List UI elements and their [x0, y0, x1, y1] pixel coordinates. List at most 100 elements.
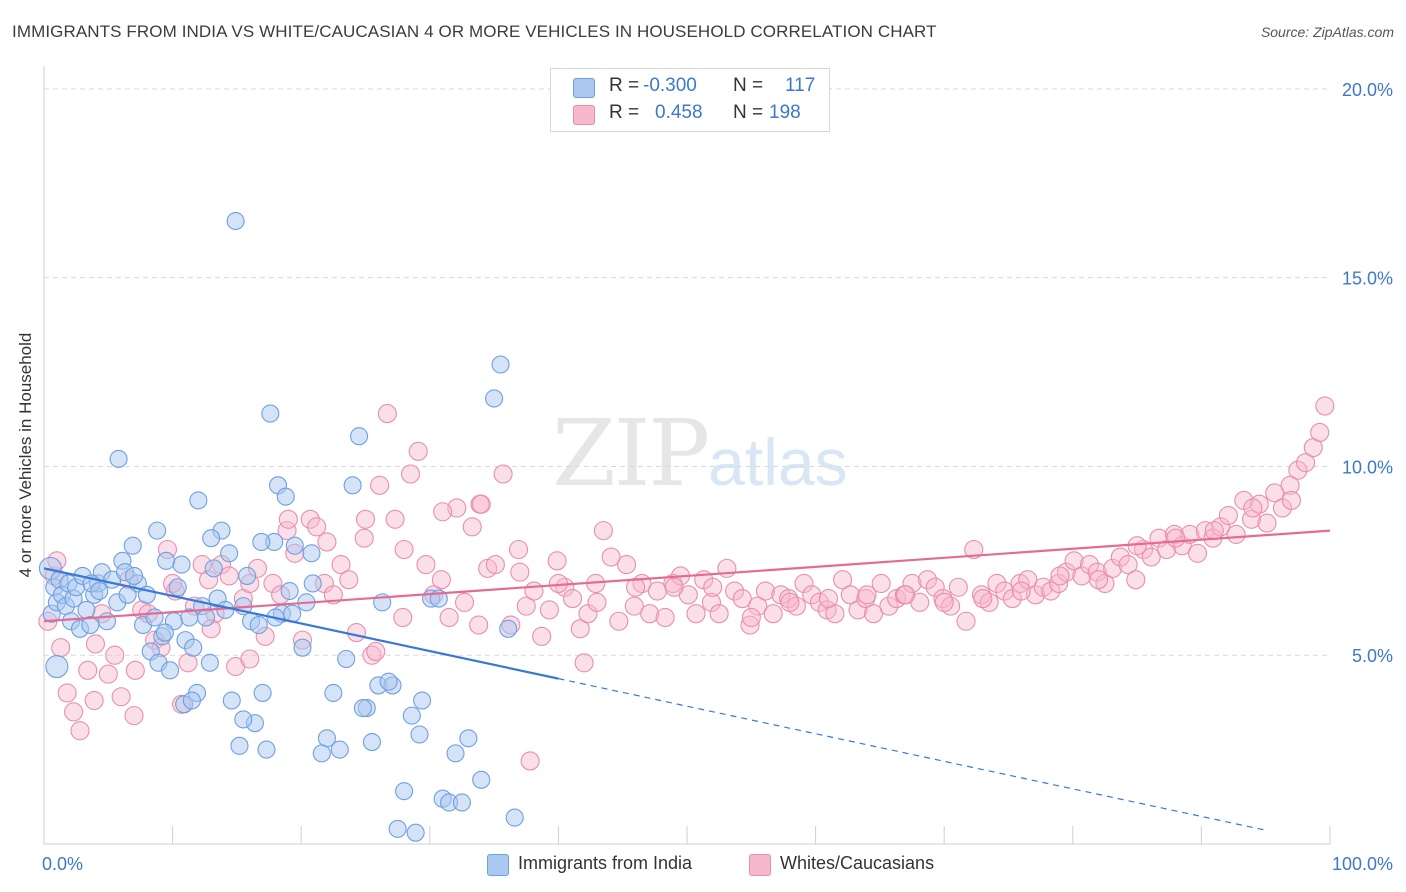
white-data-point: [1103, 558, 1123, 578]
india-data-point: [253, 683, 272, 703]
y-tick-label: 10.0%: [1342, 457, 1393, 477]
white-data-point: [617, 555, 637, 575]
white-data-point: [732, 589, 752, 609]
white-data-point: [1257, 513, 1277, 533]
legend-r-value: 0.458: [655, 102, 703, 123]
white-data-point: [64, 702, 84, 722]
white-data-point: [111, 687, 131, 707]
white-data-point: [1141, 547, 1161, 567]
india-data-point: [249, 615, 268, 635]
white-data-point: [508, 539, 529, 560]
white-data-point: [1226, 524, 1246, 544]
india-data-point: [148, 521, 167, 540]
white-data-point: [1110, 547, 1130, 567]
white-data-point: [493, 464, 513, 484]
white-data-point: [485, 555, 505, 575]
white-data-point: [547, 551, 567, 571]
watermark-atlas: atlas: [708, 425, 848, 499]
india-data-point: [222, 691, 241, 710]
white-data-point: [346, 623, 367, 643]
india-data-point: [406, 823, 425, 842]
india-data-point: [324, 683, 343, 703]
chart-title: IMMIGRANTS FROM INDIA VS WHITE/CAUCASIAN…: [12, 22, 937, 41]
legend-n-value: 117: [785, 75, 816, 96]
india-data-point: [452, 793, 472, 812]
white-data-point: [263, 573, 283, 594]
y-tick-label: 5.0%: [1352, 646, 1393, 666]
white-data-point: [431, 570, 451, 590]
white-data-point: [740, 615, 760, 635]
india-data-point: [276, 487, 295, 506]
white-data-point: [85, 634, 105, 654]
series-legend: Immigrants from India Whites/Caucasians: [0, 852, 1406, 878]
india-data-point: [155, 623, 174, 642]
india-data-point: [252, 532, 271, 552]
india-trend-extension: [558, 678, 1266, 831]
india-data-point: [234, 710, 253, 729]
white-data-point: [307, 517, 327, 537]
india-data-point: [302, 544, 321, 563]
white-data-point: [1243, 498, 1263, 518]
white-data-point: [1126, 570, 1146, 590]
white-data-point: [51, 638, 71, 658]
white-data-point: [973, 589, 993, 609]
white-data-point: [748, 596, 768, 616]
india-data-point: [123, 536, 142, 555]
india-data-point: [413, 691, 432, 710]
white-data-point: [1218, 505, 1238, 526]
white-data-point: [362, 645, 382, 665]
white-data-point: [1041, 581, 1061, 601]
india-data-point: [285, 536, 304, 555]
india-data-point: [145, 608, 164, 627]
legend-swatch-white: [749, 854, 771, 876]
white-data-point: [366, 641, 386, 661]
white-data-point: [1118, 555, 1138, 575]
axes: [43, 66, 1331, 845]
white-data-point: [1315, 396, 1335, 416]
white-data-point: [454, 592, 475, 612]
white-data-point: [593, 521, 613, 541]
white-data-point: [709, 604, 729, 624]
india-data-point: [184, 638, 203, 657]
india-data-point: [202, 529, 221, 548]
correlation-legend: R = -0.300 N = 117 R = 0.458 N = 198: [550, 68, 830, 132]
india-data-point: [353, 699, 372, 718]
y-tick-label: 15.0%: [1342, 269, 1393, 289]
white-data-point: [640, 604, 660, 624]
white-data-point: [516, 596, 536, 616]
x-tick-label: 100.0%: [1332, 854, 1393, 874]
india-data-point: [459, 729, 478, 748]
india-data-point: [200, 653, 219, 672]
white-data-point: [1280, 475, 1300, 495]
white-data-point: [78, 660, 98, 680]
india-data-point: [77, 600, 96, 619]
white-data-point: [377, 404, 397, 424]
white-data-point: [934, 592, 954, 612]
white-data-point: [317, 532, 337, 552]
india-data-point: [90, 581, 109, 601]
india-data-point: [350, 427, 369, 446]
white-data-point: [686, 604, 706, 624]
white-data-point: [539, 600, 559, 620]
white-data-point: [917, 570, 938, 590]
white-data-point: [400, 464, 421, 484]
white-data-point: [562, 589, 583, 609]
legend-label-india: Immigrants from India: [518, 853, 693, 873]
india-data-point: [220, 544, 239, 563]
legend-r-value: -0.300: [643, 75, 697, 96]
india-data-point: [257, 740, 276, 759]
white-data-point: [385, 509, 405, 529]
white-data-point: [469, 615, 489, 635]
white-data-point: [355, 509, 376, 529]
white-data-point: [1265, 483, 1285, 503]
white-data-point: [124, 706, 144, 726]
white-data-point: [956, 611, 976, 631]
white-data-point: [1281, 490, 1301, 510]
white-data-point: [278, 509, 298, 529]
india-data-point: [204, 559, 223, 578]
india-data-point: [337, 649, 356, 669]
white-data-point: [871, 573, 891, 594]
white-data-point: [794, 573, 814, 594]
source-note: Source: ZipAtlas.com: [1260, 24, 1394, 40]
